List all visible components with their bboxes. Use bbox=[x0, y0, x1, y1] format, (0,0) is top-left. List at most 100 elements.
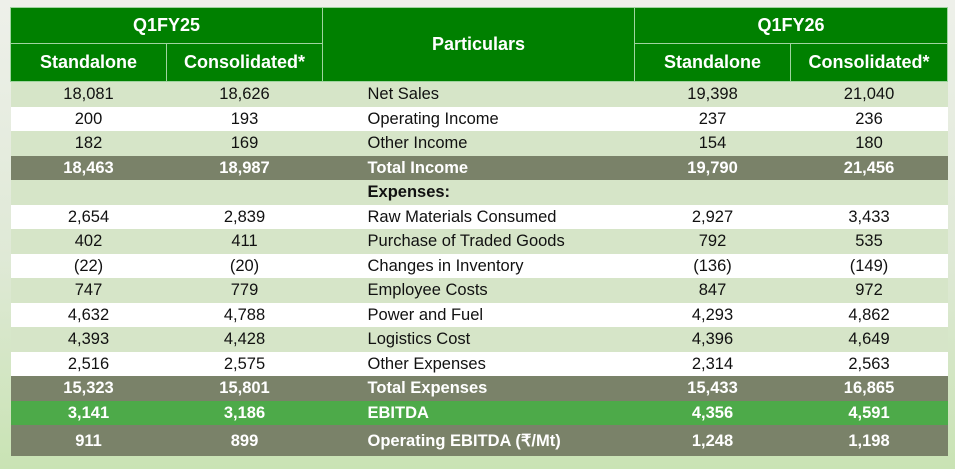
cell-q1fy26-standalone: 4,293 bbox=[634, 302, 791, 327]
cell-q1fy25-standalone: 200 bbox=[10, 106, 167, 131]
cell-q1fy26-consolidated: 180 bbox=[790, 131, 948, 156]
cell-q1fy26-standalone: 154 bbox=[634, 131, 791, 156]
cell-q1fy25-standalone: 911 bbox=[10, 425, 167, 456]
cell-q1fy26-consolidated: 4,591 bbox=[790, 400, 948, 425]
cell-q1fy25-standalone: 18,463 bbox=[10, 155, 167, 180]
row-label: Other Expenses bbox=[322, 351, 635, 376]
cell-q1fy25-consolidated: 193 bbox=[166, 106, 323, 131]
cell-q1fy25-standalone bbox=[10, 180, 167, 205]
table-row-other-expenses: 2,516 2,575 Other Expenses 2,314 2,563 bbox=[10, 351, 948, 376]
cell-q1fy25-consolidated: 15,801 bbox=[166, 376, 323, 401]
cell-q1fy26-standalone bbox=[634, 180, 791, 205]
cell-q1fy26-standalone: 4,356 bbox=[634, 400, 791, 425]
cell-q1fy25-consolidated: 4,428 bbox=[166, 327, 323, 352]
cell-q1fy26-consolidated: 3,433 bbox=[790, 204, 948, 229]
cell-q1fy25-standalone: 2,654 bbox=[10, 204, 167, 229]
cell-q1fy26-standalone: 19,790 bbox=[634, 155, 791, 180]
cell-q1fy26-consolidated: 2,563 bbox=[790, 351, 948, 376]
cell-q1fy26-standalone: 19,398 bbox=[634, 81, 791, 107]
cell-q1fy26-consolidated: 236 bbox=[790, 106, 948, 131]
cell-q1fy25-standalone: 15,323 bbox=[10, 376, 167, 401]
cell-q1fy25-consolidated: 899 bbox=[166, 425, 323, 456]
cell-q1fy25-standalone: 4,393 bbox=[10, 327, 167, 352]
cell-q1fy25-consolidated bbox=[166, 180, 323, 205]
period-header-q1fy26: Q1FY26 bbox=[634, 7, 949, 44]
row-label: Net Sales bbox=[322, 81, 635, 107]
row-label: Purchase of Traded Goods bbox=[322, 229, 635, 254]
cell-q1fy25-consolidated: (20) bbox=[166, 253, 323, 278]
cell-q1fy25-standalone: 182 bbox=[10, 131, 167, 156]
section-label: Expenses: bbox=[322, 180, 635, 205]
cell-q1fy25-standalone: 747 bbox=[10, 278, 167, 303]
cell-q1fy26-standalone: 2,927 bbox=[634, 204, 791, 229]
q1fy25-consolidated-header: Consolidated* bbox=[165, 43, 324, 82]
table-row-ebitda: 3,141 3,186 EBITDA 4,356 4,591 bbox=[10, 400, 948, 425]
cell-q1fy26-consolidated: (149) bbox=[790, 253, 948, 278]
cell-q1fy26-consolidated: 16,865 bbox=[790, 376, 948, 401]
cell-q1fy26-standalone: 15,433 bbox=[634, 376, 791, 401]
cell-q1fy25-consolidated: 2,575 bbox=[166, 351, 323, 376]
table-row-expenses-heading: Expenses: bbox=[10, 180, 948, 205]
table-row-changes-inventory: (22) (20) Changes in Inventory (136) (14… bbox=[10, 253, 948, 278]
q1fy26-standalone-header: Standalone bbox=[634, 43, 792, 82]
cell-q1fy25-consolidated: 18,626 bbox=[166, 81, 323, 107]
particulars-header: Particulars bbox=[322, 7, 636, 82]
cell-q1fy25-consolidated: 3,186 bbox=[166, 400, 323, 425]
cell-q1fy25-standalone: 18,081 bbox=[10, 81, 167, 107]
row-label: Operating Income bbox=[322, 106, 635, 131]
table-row-power-fuel: 4,632 4,788 Power and Fuel 4,293 4,862 bbox=[10, 302, 948, 327]
cell-q1fy25-standalone: 2,516 bbox=[10, 351, 167, 376]
cell-q1fy26-standalone: 237 bbox=[634, 106, 791, 131]
cell-q1fy26-consolidated: 535 bbox=[790, 229, 948, 254]
cell-q1fy26-consolidated: 4,862 bbox=[790, 302, 948, 327]
cell-q1fy25-standalone: 3,141 bbox=[10, 400, 167, 425]
financial-results-table: Q1FY25 Particulars Q1FY26 Standalone Con… bbox=[9, 7, 949, 456]
table-row-raw-materials: 2,654 2,839 Raw Materials Consumed 2,927… bbox=[10, 204, 948, 229]
q1fy26-consolidated-header: Consolidated* bbox=[790, 43, 949, 82]
cell-q1fy25-consolidated: 411 bbox=[166, 229, 323, 254]
cell-q1fy26-standalone: 1,248 bbox=[634, 425, 791, 456]
cell-q1fy26-consolidated: 1,198 bbox=[790, 425, 948, 456]
row-label: Employee Costs bbox=[322, 278, 635, 303]
cell-q1fy26-standalone: 4,396 bbox=[634, 327, 791, 352]
cell-q1fy25-standalone: 4,632 bbox=[10, 302, 167, 327]
row-label: Total Income bbox=[322, 155, 635, 180]
cell-q1fy26-consolidated: 4,649 bbox=[790, 327, 948, 352]
table-row-total-expenses: 15,323 15,801 Total Expenses 15,433 16,8… bbox=[10, 376, 948, 401]
header-row-types: Standalone Consolidated* Standalone Cons… bbox=[10, 43, 949, 82]
cell-q1fy26-consolidated: 972 bbox=[790, 278, 948, 303]
row-label: Other Income bbox=[322, 131, 635, 156]
cell-q1fy26-standalone: 847 bbox=[634, 278, 791, 303]
cell-q1fy25-consolidated: 2,839 bbox=[166, 204, 323, 229]
cell-q1fy26-consolidated: 21,040 bbox=[790, 81, 948, 107]
cell-q1fy25-consolidated: 779 bbox=[166, 278, 323, 303]
table-row-total-income: 18,463 18,987 Total Income 19,790 21,456 bbox=[10, 155, 948, 180]
table-row-operating-ebitda: 911 899 Operating EBITDA (₹/Mt) 1,248 1,… bbox=[10, 425, 948, 456]
cell-q1fy25-standalone: 402 bbox=[10, 229, 167, 254]
row-label: Power and Fuel bbox=[322, 302, 635, 327]
cell-q1fy25-consolidated: 169 bbox=[166, 131, 323, 156]
row-label: Changes in Inventory bbox=[322, 253, 635, 278]
row-label: Operating EBITDA (₹/Mt) bbox=[322, 425, 635, 456]
cell-q1fy26-consolidated: 21,456 bbox=[790, 155, 948, 180]
table-row-other-income: 182 169 Other Income 154 180 bbox=[10, 131, 948, 156]
cell-q1fy26-consolidated bbox=[790, 180, 948, 205]
period-header-q1fy25: Q1FY25 bbox=[9, 7, 324, 44]
table-row-logistics-cost: 4,393 4,428 Logistics Cost 4,396 4,649 bbox=[10, 327, 948, 352]
table-row-operating-income: 200 193 Operating Income 237 236 bbox=[10, 106, 948, 131]
row-label: Total Expenses bbox=[322, 376, 635, 401]
cell-q1fy26-standalone: 2,314 bbox=[634, 351, 791, 376]
cell-q1fy25-consolidated: 4,788 bbox=[166, 302, 323, 327]
table-row-net-sales: 18,081 18,626 Net Sales 19,398 21,040 bbox=[10, 81, 948, 107]
table-row-employee-costs: 747 779 Employee Costs 847 972 bbox=[10, 278, 948, 303]
cell-q1fy25-consolidated: 18,987 bbox=[166, 155, 323, 180]
row-label: EBITDA bbox=[322, 400, 635, 425]
cell-q1fy26-standalone: 792 bbox=[634, 229, 791, 254]
header-row-periods: Q1FY25 Particulars Q1FY26 bbox=[9, 7, 949, 82]
table-row-traded-goods: 402 411 Purchase of Traded Goods 792 535 bbox=[10, 229, 948, 254]
q1fy25-standalone-header: Standalone bbox=[10, 43, 167, 82]
row-label: Logistics Cost bbox=[322, 327, 635, 352]
cell-q1fy25-standalone: (22) bbox=[10, 253, 167, 278]
cell-q1fy26-standalone: (136) bbox=[634, 253, 791, 278]
row-label: Raw Materials Consumed bbox=[322, 204, 635, 229]
